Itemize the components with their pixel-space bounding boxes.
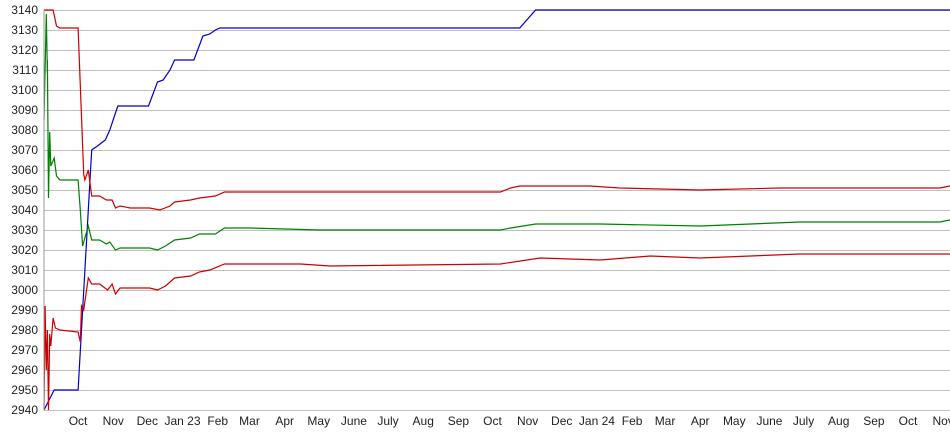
x-tick-label: Nov (517, 414, 538, 428)
y-tick-label: 3050 (11, 183, 38, 197)
x-tick-label: Aug (413, 414, 434, 428)
x-tick-label: Oct (69, 414, 88, 428)
y-tick-label: 3130 (11, 23, 38, 37)
x-tick-label: Dec (551, 414, 572, 428)
x-tick-label: July (377, 414, 398, 428)
y-tick-label: 3080 (11, 123, 38, 137)
y-tick-label: 3140 (11, 3, 38, 17)
y-tick-label: 3030 (11, 223, 38, 237)
y-tick-label: 3040 (11, 203, 38, 217)
y-tick-label: 2990 (11, 303, 38, 317)
y-tick-label: 2940 (11, 403, 38, 417)
x-tick-label: June (756, 414, 782, 428)
series-line-4 (43, 253, 950, 411)
x-tick-label: Sep (448, 414, 470, 428)
x-tick-label: Feb (622, 414, 643, 428)
x-tick-label: Aug (828, 414, 849, 428)
series-line-3 (43, 13, 950, 251)
x-tick-label: Mar (239, 414, 260, 428)
x-tick-label: July (793, 414, 814, 428)
y-tick-label: 2970 (11, 343, 38, 357)
y-tick-label: 2960 (11, 363, 38, 377)
y-tick-label: 3020 (11, 243, 38, 257)
x-tick-label: June (341, 414, 367, 428)
x-tick-label: May (307, 414, 330, 428)
x-tick-label: Sep (863, 414, 885, 428)
x-tick-label: Oct (899, 414, 918, 428)
x-tick-label: Apr (275, 414, 294, 428)
x-tick-label: Feb (207, 414, 228, 428)
y-tick-label: 3100 (11, 83, 38, 97)
y-tick-label: 3000 (11, 283, 38, 297)
x-tick-label: May (723, 414, 746, 428)
y-tick-label: 3060 (11, 163, 38, 177)
x-tick-label: Jan 24 (579, 414, 615, 428)
x-tick-label: Oct (483, 414, 502, 428)
series-line-1 (43, 9, 950, 411)
y-axis-ticks: 2940 2950 2960 2970 2980 2990 3000 3010 3020 3030… (11, 3, 38, 417)
gridlines (44, 10, 950, 411)
x-tick-label: Nov (103, 414, 124, 428)
series-lines (43, 9, 950, 411)
y-tick-label: 2950 (11, 383, 38, 397)
y-tick-label: 3090 (11, 103, 38, 117)
x-tick-label: Dec (137, 414, 158, 428)
y-tick-label: 3110 (12, 63, 38, 77)
x-tick-label: Jan 23 (164, 414, 200, 428)
x-tick-label: Nov (933, 414, 950, 428)
y-tick-label: 3010 (11, 263, 38, 277)
y-tick-label: 3120 (11, 43, 38, 57)
x-tick-label: Apr (691, 414, 710, 428)
x-axis-ticks: Oct Nov Dec Jan 23 Feb Mar Apr May June July Aug Se… (69, 414, 950, 428)
y-tick-label: 2980 (11, 323, 38, 337)
x-tick-label: Mar (655, 414, 676, 428)
y-tick-label: 3070 (11, 143, 38, 157)
series-line-2 (44, 9, 950, 211)
